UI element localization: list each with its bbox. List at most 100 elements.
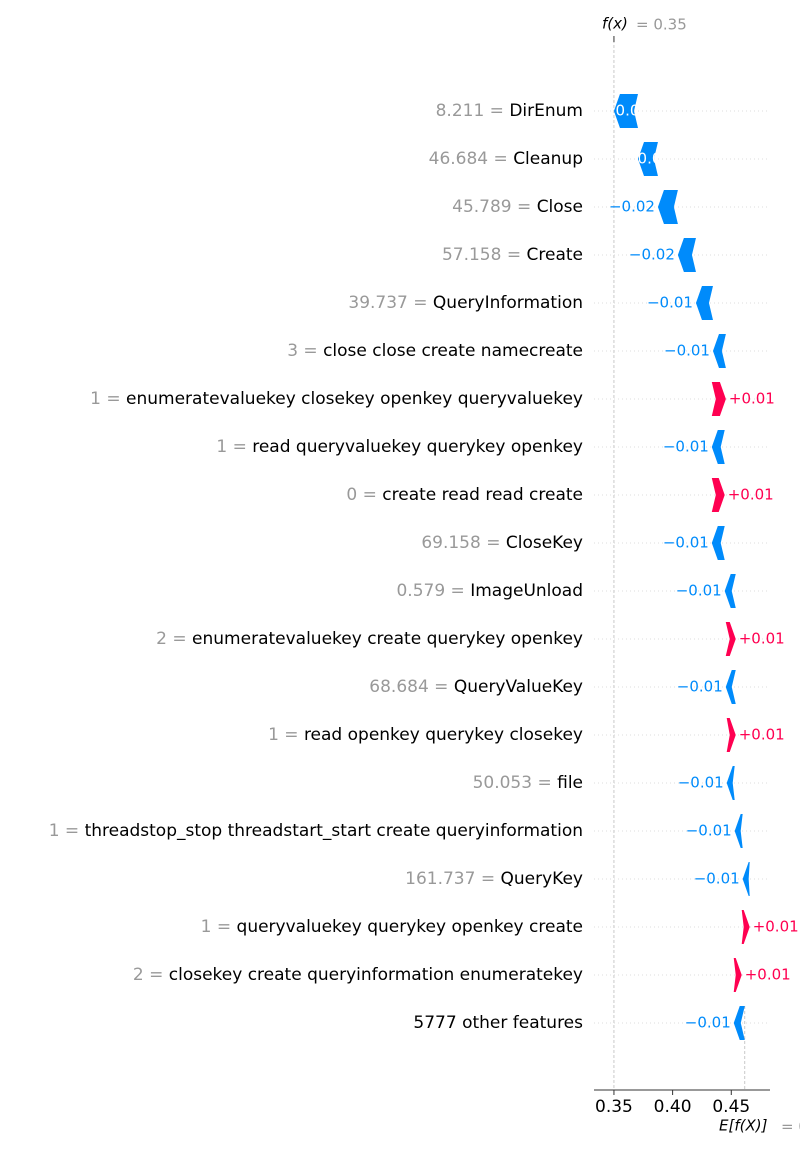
feature-value: 1 = <box>201 917 231 937</box>
value-label: −0.02 <box>603 102 649 120</box>
feature-name: read queryvaluekey querykey openkey <box>252 437 583 457</box>
bar <box>734 814 743 848</box>
feature-label: 1 = enumeratevaluekey closekey openkey q… <box>90 389 583 409</box>
x-tick-label: 0.45 <box>712 1097 750 1117</box>
bar <box>741 910 750 944</box>
feature-name: QueryValueKey <box>454 677 583 697</box>
bar <box>733 1006 745 1040</box>
bar <box>711 382 726 416</box>
value-label: −0.01 <box>686 822 732 840</box>
value-label: +0.01 <box>739 726 785 744</box>
feature-label: 50.053 = file <box>473 773 583 793</box>
feature-label: 2 = closekey create queryinformation enu… <box>133 965 583 985</box>
feature-label: 5777 other features <box>413 1013 583 1033</box>
feature-name: Cleanup <box>513 149 583 169</box>
bar <box>711 526 725 560</box>
value-label: −0.01 <box>663 534 709 552</box>
feature-value: 1 = <box>216 437 246 457</box>
feature-label: 69.158 = CloseKey <box>421 533 583 553</box>
feature-label: 0 = create read read create <box>346 485 583 505</box>
feature-value: 1 = <box>49 821 79 841</box>
feature-name: Create <box>527 245 584 265</box>
feature-value: 39.737 = <box>348 293 427 313</box>
bar <box>657 190 678 224</box>
feature-label: 161.737 = QueryKey <box>405 869 583 889</box>
value-label: −0.01 <box>676 582 722 600</box>
feature-label: 1 = read queryvaluekey querykey openkey <box>216 437 583 457</box>
feature-value: 1 = <box>268 725 298 745</box>
bar <box>724 574 736 608</box>
value-label: −0.01 <box>663 438 709 456</box>
value-label: −0.01 <box>685 1014 731 1032</box>
feature-name: QueryInformation <box>433 293 583 313</box>
feature-value: 45.789 = <box>452 197 531 217</box>
feature-value: 8.211 = <box>436 101 504 121</box>
feature-value: 68.684 = <box>369 677 448 697</box>
bar <box>711 430 725 464</box>
bar <box>725 670 736 704</box>
value-label: −0.02 <box>629 246 675 264</box>
feature-label: 39.737 = QueryInformation <box>348 293 583 313</box>
value-label: −0.01 <box>647 294 693 312</box>
feature-label: 46.684 = Cleanup <box>429 149 583 169</box>
bar <box>695 286 713 320</box>
feature-label: 1 = read openkey querykey closekey <box>268 725 583 745</box>
bar <box>712 334 726 368</box>
feature-value: 46.684 = <box>429 149 508 169</box>
feature-value: 69.158 = <box>421 533 500 553</box>
feature-value: 57.158 = <box>442 245 521 265</box>
feature-value: 1 = <box>90 389 120 409</box>
feature-value: 50.053 = <box>473 773 552 793</box>
feature-label: 8.211 = DirEnum <box>436 101 583 121</box>
bar <box>726 766 735 800</box>
value-label: −0.01 <box>678 774 724 792</box>
feature-label: 45.789 = Close <box>452 197 583 217</box>
value-label: +0.01 <box>739 630 785 648</box>
feature-value: 161.737 = <box>405 869 495 889</box>
feature-value: 3 = <box>287 341 317 361</box>
value-label: −0.02 <box>625 150 671 168</box>
ef-value: = 0.462 <box>781 1118 800 1136</box>
feature-name: create read read create <box>382 485 583 505</box>
feature-name: 5777 other features <box>413 1013 583 1033</box>
feature-name: threadstop_stop threadstart_start create… <box>85 821 583 841</box>
feature-name: file <box>557 773 583 793</box>
value-label: +0.01 <box>753 918 799 936</box>
feature-name: enumeratevaluekey closekey openkey query… <box>126 389 583 409</box>
x-tick-label: 0.40 <box>654 1097 692 1117</box>
feature-name: QueryKey <box>501 869 584 889</box>
feature-value: 0 = <box>346 485 376 505</box>
fx-value: = 0.35 <box>636 16 687 34</box>
value-label: +0.01 <box>729 390 775 408</box>
bar <box>725 622 736 656</box>
fx-text: f(x) <box>602 15 628 33</box>
bar <box>613 94 638 128</box>
feature-value: 2 = <box>156 629 186 649</box>
bar <box>726 718 736 752</box>
feature-name: CloseKey <box>506 533 583 553</box>
feature-name: close close create namecreate <box>323 341 583 361</box>
value-label: −0.01 <box>694 870 740 888</box>
feature-name: queryvaluekey querykey openkey create <box>237 917 583 937</box>
value-label: +0.01 <box>745 966 791 984</box>
feature-label: 68.684 = QueryValueKey <box>369 677 583 697</box>
bar <box>742 862 750 896</box>
value-label: −0.01 <box>677 678 723 696</box>
feature-label: 0.579 = ImageUnload <box>396 581 583 601</box>
feature-label: 2 = enumeratevaluekey create querykey op… <box>156 629 583 649</box>
feature-label: 1 = threadstop_stop threadstart_start cr… <box>49 821 583 841</box>
feature-label: 57.158 = Create <box>442 245 583 265</box>
bar <box>677 238 696 272</box>
x-tick-label: 0.35 <box>595 1097 633 1117</box>
feature-name: Close <box>537 197 583 217</box>
feature-name: read openkey querykey closekey <box>304 725 583 745</box>
value-label: +0.01 <box>728 486 774 504</box>
feature-label: 1 = queryvaluekey querykey openkey creat… <box>201 917 583 937</box>
bar <box>711 478 725 512</box>
value-label: −0.01 <box>664 342 710 360</box>
feature-name: closekey create queryinformation enumera… <box>169 965 583 985</box>
ef-text: E[f(X)] <box>719 1117 768 1135</box>
feature-name: ImageUnload <box>470 581 583 601</box>
feature-name: DirEnum <box>509 101 583 121</box>
